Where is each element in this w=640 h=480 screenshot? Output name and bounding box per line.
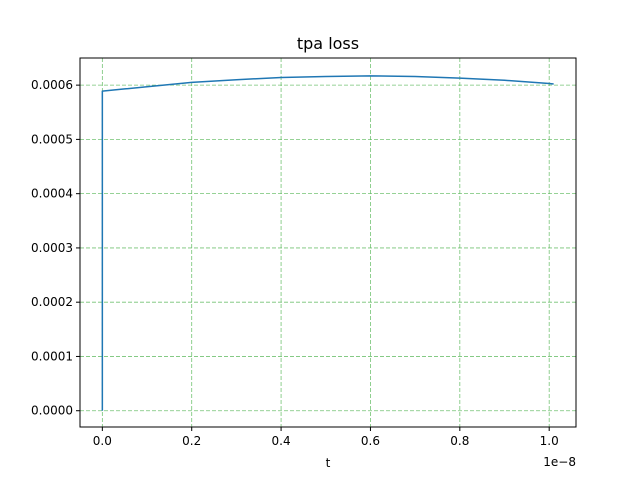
x-tick-label: 0.8: [450, 434, 469, 448]
y-tick-label: 0.0002: [31, 295, 73, 309]
series-layer: [101, 75, 554, 411]
x-tick-label: 1.0: [540, 434, 559, 448]
y-tick-label: 0.0003: [31, 241, 73, 255]
plot-area-background: [80, 58, 576, 427]
series-line: [101, 75, 554, 411]
x-tick-label: 0.0: [93, 434, 112, 448]
y-tick-label: 0.0004: [31, 187, 73, 201]
y-tick-label: 0.0005: [31, 132, 73, 146]
y-tick-label: 0.0000: [31, 404, 73, 418]
x-axis-label: t: [326, 456, 331, 470]
x-tick-label: 0.4: [272, 434, 291, 448]
x-axis: 0.0 0.2 0.4 0.6 0.8 1.0: [93, 427, 559, 448]
y-tick-label: 0.0001: [31, 349, 73, 363]
plot-area-frame: [79, 57, 577, 428]
y-axis: 0.0000 0.0001 0.0002 0.0003 0.0004 0.0005 0.00…: [31, 78, 80, 418]
chart-title: tpa loss: [297, 34, 359, 53]
y-tick-label: 0.0006: [31, 78, 73, 92]
x-axis-offset-text: 1e−8: [543, 455, 576, 469]
x-tick-label: 0.6: [361, 434, 380, 448]
x-tick-label: 0.2: [182, 434, 201, 448]
